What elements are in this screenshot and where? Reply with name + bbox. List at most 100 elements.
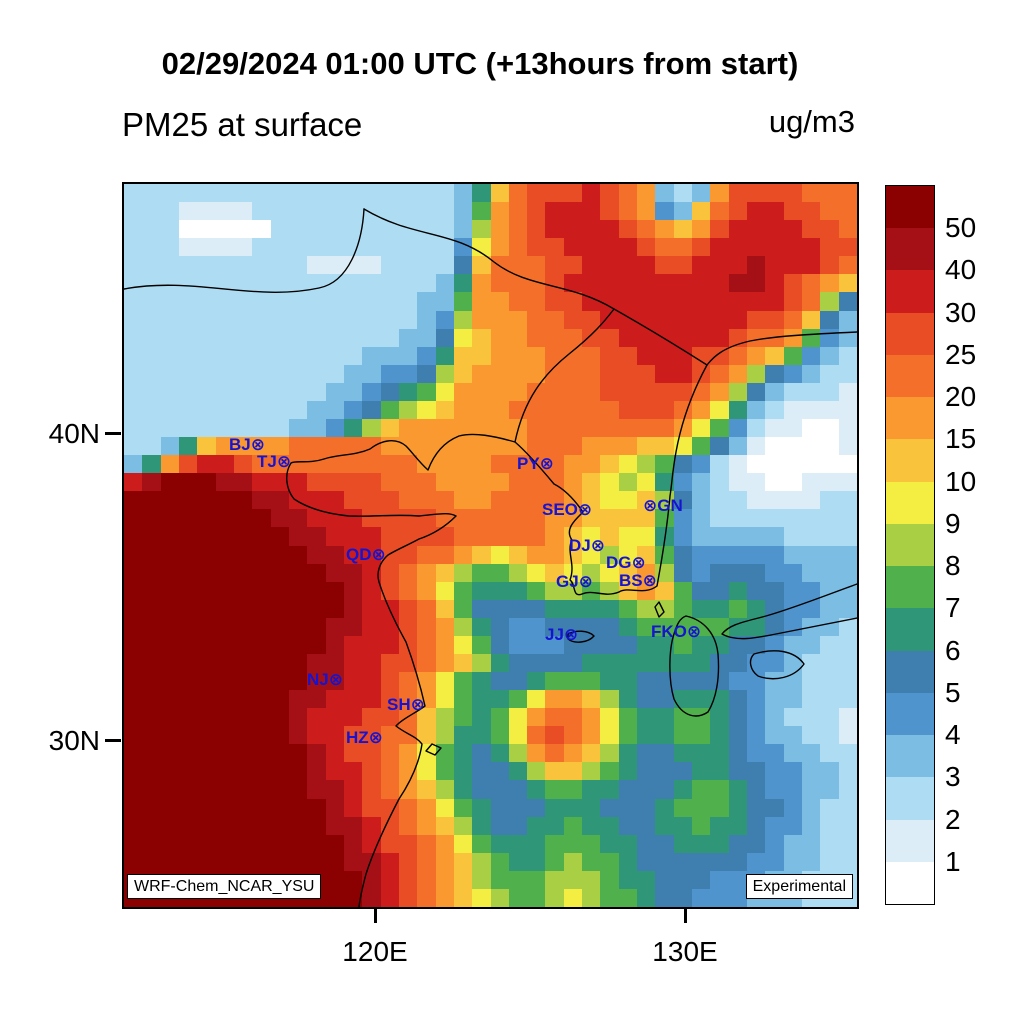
pm25-grid-cell (197, 726, 216, 745)
pm25-grid-cell (160, 798, 179, 817)
colorbar-tick-label: 5 (945, 676, 961, 708)
station-marker-dj: DJ⊗ (569, 536, 605, 555)
pm25-grid-cell (252, 563, 271, 582)
colorbar-cell (886, 354, 934, 398)
pm25-grid-cell (233, 364, 253, 383)
pm25-grid-cell (142, 545, 161, 564)
pm25-grid-cell (124, 473, 143, 492)
pm25-grid-cell (252, 690, 271, 709)
pm25-grid-cell (160, 708, 179, 727)
pm25-grid-cell (233, 455, 253, 474)
pm25-grid-cell (508, 184, 528, 203)
pm25-grid-cell (178, 744, 198, 763)
pm25-grid-cell (270, 400, 289, 419)
pm25-grid-cell (252, 599, 271, 618)
pm25-grid-cell (160, 780, 179, 799)
pm25-grid-cell (178, 834, 198, 853)
pm25-grid-cell (252, 672, 271, 691)
pm25-grid-cell (160, 527, 179, 546)
pm25-grid-cell (178, 690, 198, 709)
colorbar-cell (886, 608, 934, 651)
pm25-grid-cell (252, 473, 271, 492)
pm25-grid-cell (398, 184, 418, 203)
pm25-grid-cell (178, 437, 198, 456)
pm25-grid-cell (160, 328, 179, 347)
pm25-grid-cell (710, 238, 729, 257)
pm25-grid-cell (270, 437, 289, 456)
pm25-grid-cell (124, 418, 143, 438)
pm25-grid-cell (160, 545, 179, 564)
pm25-grid-cell (325, 310, 344, 329)
pm25-grid-cell (124, 400, 143, 419)
pm25-grid-cell (124, 726, 143, 745)
pm25-grid-cell (142, 708, 161, 727)
pm25-grid-cell (215, 382, 234, 401)
pm25-grid-cell (270, 852, 289, 871)
pm25-grid-cell (307, 184, 326, 203)
pm25-grid-cell (783, 292, 803, 311)
colorbar (885, 185, 935, 905)
pm25-grid-cell (197, 599, 216, 618)
pm25-grid-cell (215, 527, 234, 546)
pm25-grid-cell (252, 762, 271, 781)
pm25-grid-cell (270, 672, 289, 691)
pm25-grid-cell (215, 762, 234, 781)
pm25-grid-cell (233, 545, 253, 564)
stations-layer: BJ⊗ TJ⊗ PY⊗ SEO⊗ ⊗GN QD⊗ DJ⊗ DG⊗ GJ⊗ BS⊗ JJ⊗ FKO⊗ NJ… (124, 184, 857, 907)
pm25-grid-cell (142, 690, 161, 709)
pm25-grid-cell (160, 437, 179, 456)
pm25-grid-cell (233, 816, 253, 835)
pm25-grid-cell (142, 581, 161, 600)
pm25-grid-cell (765, 292, 784, 311)
pm25-grid-cell (142, 762, 161, 781)
pm25-grid-cell (197, 346, 216, 365)
pm25-grid-cell (252, 744, 271, 763)
station-marker-jj: JJ⊗ (545, 625, 579, 644)
pm25-grid-cell (325, 292, 344, 311)
station-marker-qd: QD⊗ (346, 545, 386, 564)
pm25-grid-cell (233, 672, 253, 691)
pm25-grid-cell (783, 238, 803, 257)
pm25-grid-cell (197, 672, 216, 691)
pm25-grid-cell (142, 617, 161, 636)
pm25-grid-cell (197, 653, 216, 673)
pm25-grid-cell (197, 328, 216, 347)
pm25-grid-cell (197, 635, 216, 654)
pm25-grid-cell (197, 509, 216, 528)
pm25-grid-cell (178, 310, 198, 329)
pm25-grid-cell (178, 726, 198, 745)
pm25-grid-cell (270, 292, 289, 311)
station-marker-nj: NJ⊗ (307, 670, 343, 689)
pm25-grid-cell (233, 635, 253, 654)
pm25-grid-cell (838, 310, 857, 329)
pm25-grid-cell (820, 274, 839, 293)
pm25-grid-cell (160, 184, 179, 203)
pm25-grid-cell (160, 382, 179, 401)
pm25-grid-cell (233, 780, 253, 799)
pm25-grid-cell (728, 220, 748, 239)
pm25-grid-cell (233, 563, 253, 582)
pm25-grid-cell (270, 581, 289, 600)
pm25-grid-cell (252, 780, 271, 799)
pm25-grid-cell (124, 780, 143, 799)
pm25-grid-cell (124, 816, 143, 835)
pm25-grid-cell (270, 762, 289, 781)
pm25-grid-cell (252, 455, 271, 474)
pm25-grid-cell (178, 816, 198, 835)
pm25-grid-cell (270, 635, 289, 654)
pm25-grid-cell (215, 816, 234, 835)
pm25-grid-cell (142, 382, 161, 401)
colorbar-tick-label: 20 (945, 381, 977, 413)
pm25-grid-cell (178, 563, 198, 582)
pm25-grid-cell (215, 418, 234, 438)
pm25-grid-cell (124, 635, 143, 654)
pm25-grid-cell (233, 418, 253, 438)
pm25-grid-cell (178, 545, 198, 564)
station-marker-fko: FKO⊗ (651, 622, 702, 641)
colorbar-cell (886, 439, 934, 482)
pm25-grid-cell (124, 563, 143, 582)
pm25-grid-cell (783, 256, 803, 275)
pm25-grid-cell (215, 708, 234, 727)
pm25-grid-cell (215, 292, 234, 311)
colorbar-tick-label: 7 (945, 592, 961, 624)
